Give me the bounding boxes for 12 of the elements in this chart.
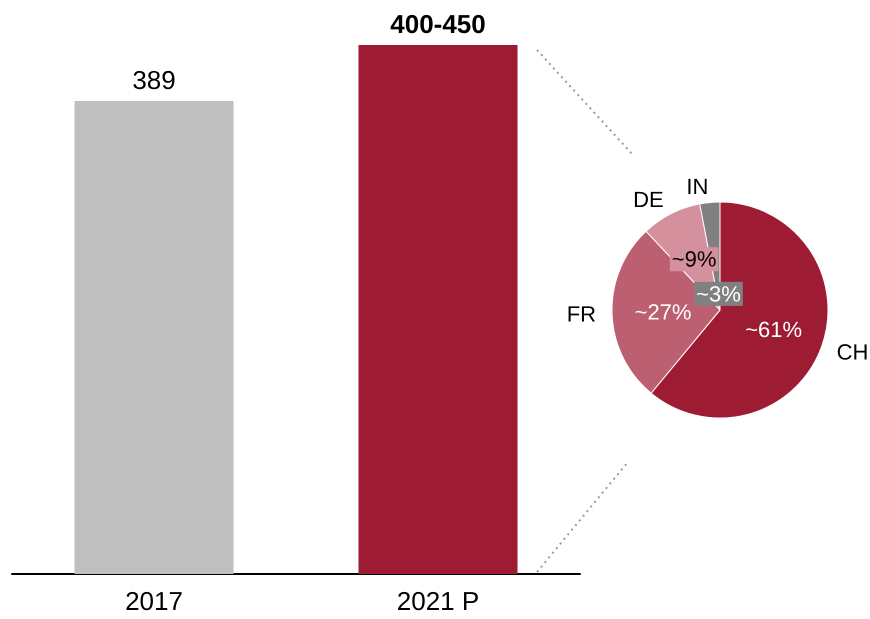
data-label: ~3%	[696, 281, 741, 306]
data-label: ~61%	[745, 316, 802, 342]
x-tick-label: 2017	[125, 586, 183, 616]
x-tick-label: 2021 P	[396, 586, 480, 616]
data-label: ~27%	[634, 299, 692, 324]
slice-label: CH	[836, 340, 868, 365]
data-label: ~9%	[672, 246, 716, 272]
slice-label: IN	[686, 174, 708, 200]
data-label: 400-450	[390, 9, 486, 39]
slice-label: FR	[566, 301, 596, 326]
slice-label: DE	[633, 187, 664, 212]
data-label: 389	[132, 64, 176, 95]
